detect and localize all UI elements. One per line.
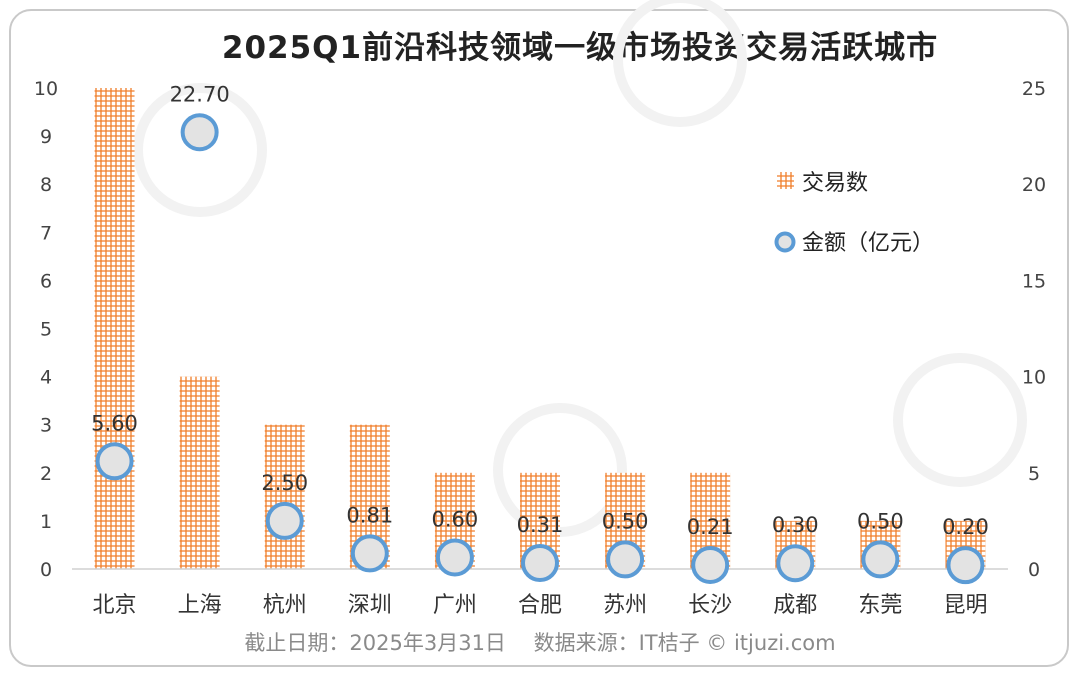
amount-data-label: 22.70	[170, 82, 230, 106]
left-tick-label: 8	[40, 174, 52, 196]
category-label: 昆明	[943, 593, 987, 618]
amount-marker	[946, 546, 985, 585]
amount-marker	[350, 534, 389, 573]
amount-marker	[180, 113, 219, 152]
left-tick-label: 5	[40, 319, 52, 341]
category-label: 成都	[773, 593, 817, 618]
right-tick-label: 15	[1022, 270, 1046, 292]
category-label: 合肥	[518, 593, 562, 618]
category-labels: 北京 上海 杭州 深圳 广州 合肥 苏州 长沙 成都 东莞 昆明	[93, 593, 988, 618]
chart-title: 2025Q1前沿科技领域一级市场投资交易活跃城市	[221, 30, 939, 66]
amount-data-label: 0.50	[602, 509, 649, 533]
right-tick-label: 0	[1028, 559, 1040, 581]
left-tick-label: 10	[34, 78, 58, 100]
left-tick-label: 4	[40, 367, 52, 389]
right-tick-label: 10	[1022, 367, 1046, 389]
legend-marker-swatch	[774, 231, 796, 253]
legend-bar-label: 交易数	[802, 171, 868, 196]
amount-data-label: 0.21	[687, 515, 734, 539]
amount-data-label: 0.50	[857, 509, 904, 533]
watermark-logo	[613, 0, 747, 127]
legend-marker-label: 金额（亿元）	[802, 231, 934, 256]
right-tick-label: 25	[1022, 78, 1046, 100]
amount-data-label: 2.50	[261, 471, 308, 495]
right-axis: 0 5 10 15 20 25	[1022, 78, 1046, 581]
category-label: 东莞	[858, 593, 902, 618]
footer-source: 截止日期：2025年3月31日 数据来源：IT桔子 © itjuzi.com	[244, 631, 836, 655]
legend: 交易数 金额（亿元）	[774, 171, 934, 256]
left-axis: 0 1 2 3 4 5 6 7 8 9 10	[34, 78, 58, 581]
bar	[264, 424, 305, 569]
watermark-logo	[893, 353, 1027, 487]
category-label: 北京	[93, 593, 137, 618]
right-tick-label: 20	[1022, 174, 1046, 196]
amount-data-label: 0.20	[942, 515, 989, 539]
amount-marker	[521, 544, 559, 583]
left-tick-label: 9	[40, 126, 52, 148]
amount-marker	[776, 544, 815, 583]
amount-marker	[861, 540, 900, 579]
category-label: 杭州	[263, 593, 307, 618]
amount-marker	[435, 538, 474, 577]
category-label: 深圳	[348, 593, 392, 618]
left-tick-label: 1	[40, 511, 52, 533]
amount-marker	[265, 501, 304, 540]
markers-layer: 5.60 22.70 2.50 0.81 0.60 0.31 0.50 0.21 0.30 0.5…	[91, 82, 989, 585]
category-label: 长沙	[688, 593, 732, 618]
amount-marker	[95, 442, 134, 481]
left-tick-label: 6	[40, 270, 52, 292]
amount-data-label: 5.60	[91, 411, 138, 435]
left-tick-label: 2	[40, 463, 52, 485]
left-tick-label: 7	[40, 222, 52, 244]
category-label: 上海	[178, 593, 222, 618]
amount-data-label: 0.60	[432, 507, 479, 531]
legend-bar-swatch	[777, 172, 794, 189]
amount-data-label: 0.31	[517, 513, 564, 537]
watermark-logo	[133, 83, 267, 217]
category-label: 苏州	[603, 593, 647, 618]
amount-marker	[606, 540, 645, 579]
right-tick-label: 5	[1028, 463, 1040, 485]
bar	[94, 88, 135, 569]
left-tick-label: 3	[40, 415, 52, 437]
amount-data-label: 0.81	[346, 503, 393, 527]
amount-marker	[691, 545, 730, 584]
category-label: 广州	[433, 593, 477, 618]
amount-data-label: 0.30	[772, 513, 819, 537]
bar	[179, 376, 220, 569]
left-tick-label: 0	[40, 559, 52, 581]
bars-layer	[94, 88, 986, 569]
